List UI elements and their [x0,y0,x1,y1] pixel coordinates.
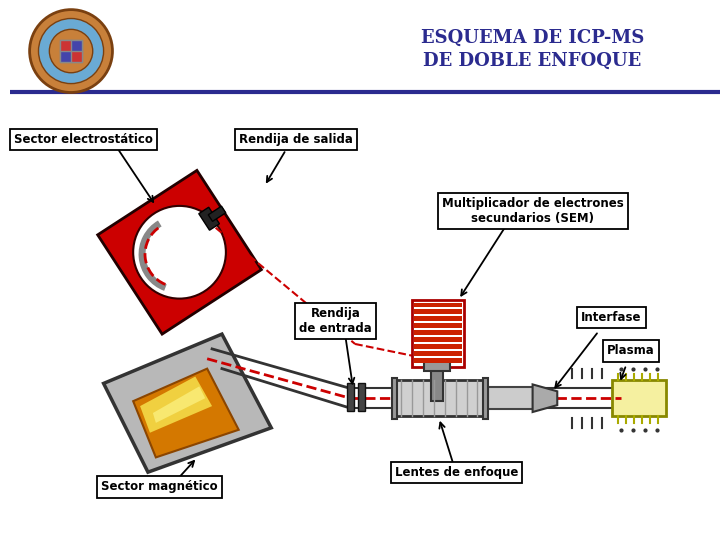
Bar [414,302,462,307]
Bar [358,383,365,411]
Text: Rendija
de entrada: Rendija de entrada [299,307,372,335]
Bar [60,40,82,62]
Bar [392,377,397,419]
Circle shape [30,10,112,92]
Polygon shape [199,207,220,230]
Bar [347,383,354,411]
Text: Plasma: Plasma [608,345,655,357]
Polygon shape [153,387,205,423]
Polygon shape [104,334,271,472]
Bar [488,387,533,409]
Bar [414,351,462,356]
Bar [60,51,71,62]
Text: Sector magnético: Sector magnético [102,481,218,494]
Circle shape [133,206,226,299]
Polygon shape [140,376,212,433]
Bar [431,367,443,401]
Bar [395,381,483,416]
Polygon shape [98,171,261,334]
Bar [611,381,666,416]
Bar [414,309,462,314]
Polygon shape [208,206,226,221]
Text: DE DOBLE ENFOQUE: DE DOBLE ENFOQUE [423,52,642,70]
Text: Interfase: Interfase [581,311,642,324]
Bar [71,51,82,62]
Bar [424,361,450,370]
Circle shape [38,18,104,84]
Polygon shape [133,369,239,457]
Text: Lentes de enfoque: Lentes de enfoque [395,465,518,478]
Bar [71,40,82,51]
Bar [60,40,82,62]
Bar [414,330,462,335]
Text: ESQUEMA DE ICP-MS: ESQUEMA DE ICP-MS [421,29,644,47]
Text: Sector electrostático: Sector electrostático [14,133,153,146]
Bar [60,40,71,51]
Bar [414,337,462,342]
Bar [414,323,462,328]
Bar [483,377,488,419]
Polygon shape [533,384,557,412]
Text: Rendija de salida: Rendija de salida [239,133,353,146]
Bar [414,344,462,349]
Bar [414,316,462,321]
Bar [413,300,464,367]
Text: Multiplicador de electrones
secundarios (SEM): Multiplicador de electrones secundarios … [442,197,624,225]
Circle shape [50,29,93,73]
Bar [414,358,462,363]
